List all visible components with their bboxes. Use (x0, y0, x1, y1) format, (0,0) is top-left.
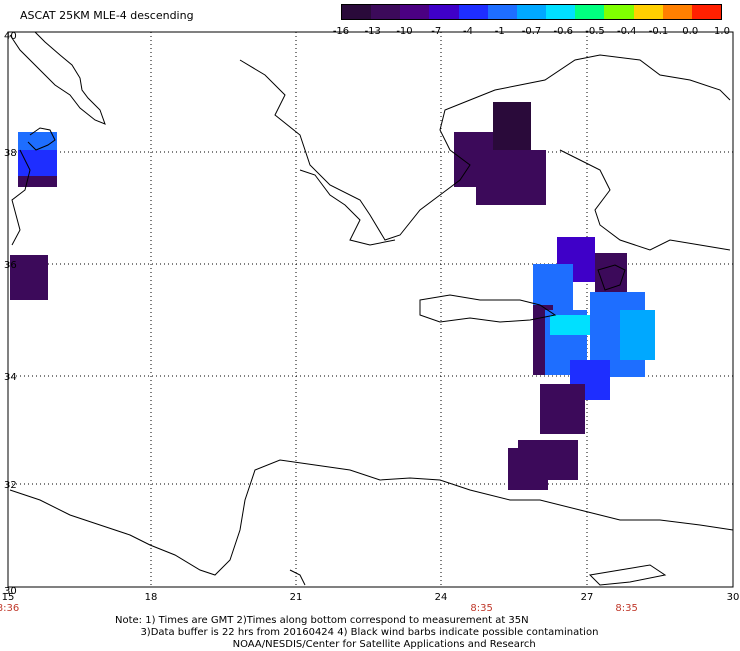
colorbar-swatch (662, 5, 692, 19)
colorbar-swatch (575, 5, 605, 19)
lat-label: 30 (4, 586, 17, 597)
lon-label: 24 (435, 592, 448, 603)
colorbar-swatch (546, 5, 576, 19)
note-line-3: NOAA/NESDIS/Center for Satellite Applica… (232, 639, 536, 650)
lon-label: 15 (2, 592, 15, 603)
lon-label: 21 (290, 592, 303, 603)
colorbar-swatch (604, 5, 634, 19)
colorbar-swatch (633, 5, 663, 19)
colorbar-swatch (400, 5, 430, 19)
time-label: 8:36 (0, 603, 19, 614)
colorbar-swatch (371, 5, 401, 19)
colorbar-swatch (691, 5, 722, 19)
lat-label: 34 (4, 372, 17, 383)
lat-label: 32 (4, 480, 17, 491)
lon-label: 27 (581, 592, 594, 603)
colorbar-swatch (487, 5, 517, 19)
coastlines (9, 31, 734, 586)
lat-label: 40 (4, 31, 17, 42)
lat-label: 38 (4, 148, 17, 159)
time-label: 8:35 (470, 603, 492, 614)
map-frame (7, 31, 734, 588)
axis-labels: 15 18 21 24 27 30 40 38 36 34 32 30 (2, 31, 740, 603)
colorbar-swatch (458, 5, 488, 19)
wind-data-cells (10, 102, 655, 490)
note-line-2: 3)Data buffer is 22 hrs from 20160424 4)… (140, 627, 599, 638)
time-label: 8:35 (615, 603, 637, 614)
lon-label: 30 (727, 592, 740, 603)
colorbar-swatch (429, 5, 459, 19)
time-labels: 8:36 8:35 8:35 (0, 603, 638, 614)
lon-label: 18 (145, 592, 158, 603)
colorbar (341, 4, 722, 20)
colorbar-swatch (342, 5, 372, 19)
note-line-1: Note: 1) Times are GMT 2)Times along bot… (115, 615, 529, 626)
map-title: ASCAT 25KM MLE-4 descending (20, 9, 194, 22)
footnote: Note: 1) Times are GMT 2)Times along bot… (115, 615, 598, 651)
colorbar-swatch (516, 5, 547, 19)
lat-label: 36 (4, 260, 17, 271)
